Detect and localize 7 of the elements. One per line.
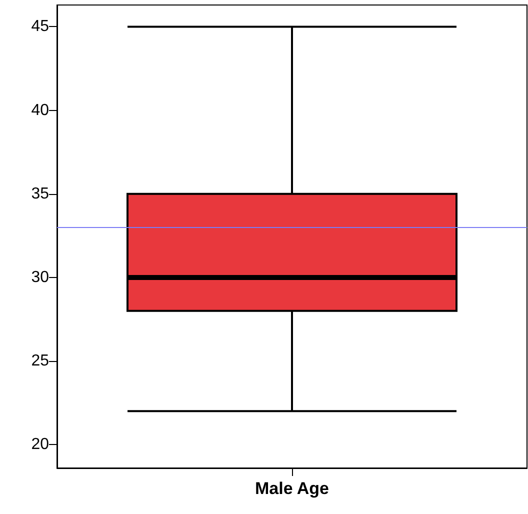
y-tick-label: 35 bbox=[31, 185, 50, 202]
y-tick-label: 40 bbox=[31, 102, 50, 119]
x-tick-label: Male Age bbox=[254, 479, 330, 498]
y-tick-label: 45 bbox=[31, 18, 50, 36]
y-tick-label: 30 bbox=[31, 268, 50, 286]
y-tick-label: 20 bbox=[31, 436, 50, 454]
y-tick-label: 25 bbox=[31, 352, 50, 370]
